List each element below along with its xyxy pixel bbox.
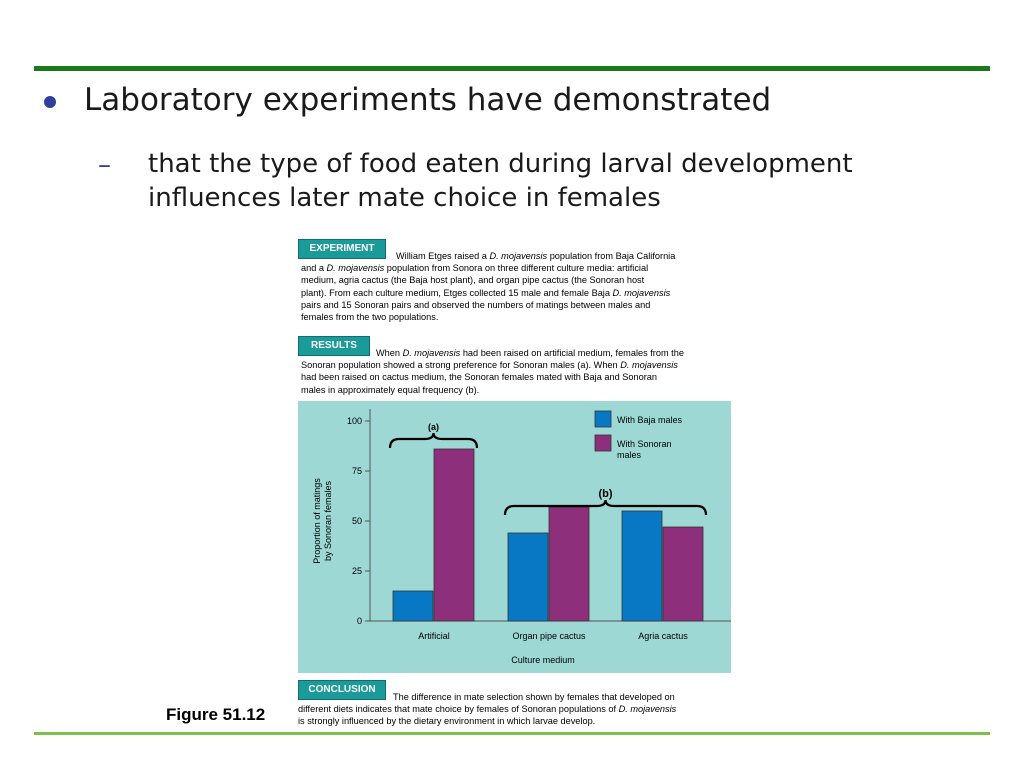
sub-bullet-dash: – bbox=[98, 150, 111, 180]
con-para-line: different diets indicates that mate choi… bbox=[298, 704, 677, 715]
bar-sonoran-0 bbox=[433, 448, 475, 622]
sub-bullet-text: that the type of food eaten during larva… bbox=[148, 147, 853, 215]
bar-baja-2 bbox=[621, 510, 663, 622]
y-tick-label: 0 bbox=[357, 616, 362, 626]
bar-chart: 0 25 50 75 100 Proportion of matings by Sonora… bbox=[312, 409, 731, 665]
exp-para-line: plant). From each culture medium, Etges … bbox=[301, 287, 671, 298]
y-tick-label: 100 bbox=[347, 416, 362, 426]
legend-swatch-0 bbox=[594, 410, 612, 428]
bar-sonoran-2 bbox=[662, 526, 704, 622]
bar-sonoran-1 bbox=[548, 506, 590, 622]
annotation-label: (a) bbox=[428, 422, 439, 432]
legend-label: males bbox=[617, 450, 642, 460]
experiment-tag: EXPERIMENT bbox=[298, 239, 386, 259]
conclusion-tag: CONCLUSION bbox=[298, 680, 386, 700]
res-para-line: Sonoran population showed a strong prefe… bbox=[301, 360, 678, 371]
results-tag: RESULTS bbox=[298, 336, 370, 356]
exp-para-line: females from the two populations. bbox=[301, 312, 439, 323]
exp-para-line: and a D. mojavensis population from Sono… bbox=[301, 263, 649, 274]
legend-label: With Baja males bbox=[617, 415, 683, 425]
y-tick-label: 75 bbox=[352, 466, 362, 476]
y-axis-label: Proportion of matings bbox=[312, 478, 322, 564]
results-text: When D. mojavensis had been raised on ar… bbox=[301, 347, 721, 396]
exp-para-line: pairs and 15 Sonoran pairs and observed … bbox=[301, 299, 651, 310]
res-para-line: When D. mojavensis had been raised on ar… bbox=[376, 348, 684, 358]
x-axis-label: Culture medium bbox=[511, 655, 575, 665]
brace-0 bbox=[388, 432, 479, 449]
res-para-line: had been raised on cactus medium, the So… bbox=[301, 372, 657, 383]
top-rule bbox=[34, 66, 990, 71]
con-para-line: is strongly influenced by the dietary en… bbox=[298, 716, 596, 727]
legend-label: With Sonoran bbox=[617, 439, 672, 449]
y-tick-label: 25 bbox=[352, 566, 362, 576]
exp-para-line: medium, agria cactus (the Baja host plan… bbox=[301, 275, 645, 286]
sub-bullet-line-1: that the type of food eaten during larva… bbox=[148, 149, 853, 179]
experiment-text: William Etges raised a D. mojavensis pop… bbox=[301, 250, 721, 323]
sub-bullet-line-2: influences later mate choice in females bbox=[148, 183, 661, 213]
x-tick-label: Artificial bbox=[418, 631, 450, 641]
brace-1 bbox=[503, 499, 708, 516]
legend-swatch-1 bbox=[594, 434, 612, 452]
bottom-rule bbox=[34, 732, 990, 735]
conclusion-text: The difference in mate selection shown b… bbox=[298, 691, 718, 728]
y-tick-label: 50 bbox=[352, 516, 362, 526]
bullet-text: Laboratory experiments have demonstrated bbox=[84, 82, 772, 118]
x-tick-label: Organ pipe cactus bbox=[512, 631, 586, 641]
chart-panel: 0 25 50 75 100 Proportion of matings by Sonora… bbox=[298, 401, 731, 673]
bar-baja-0 bbox=[392, 590, 434, 622]
con-para-line: The difference in mate selection shown b… bbox=[393, 692, 675, 702]
res-para-line: males in approximately equal frequency (… bbox=[301, 384, 480, 395]
exp-para-line: William Etges raised a D. mojavensis pop… bbox=[396, 251, 676, 261]
bar-baja-1 bbox=[507, 532, 549, 622]
bullet-dot-icon bbox=[44, 96, 56, 108]
x-tick-label: Agria cactus bbox=[638, 631, 688, 641]
figure-label: Figure 51.12 bbox=[166, 705, 266, 724]
y-axis-label: by Sonoran females bbox=[323, 480, 333, 561]
annotation-label: (b) bbox=[598, 488, 612, 500]
